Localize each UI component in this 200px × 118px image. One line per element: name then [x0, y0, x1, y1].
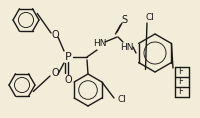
- Text: Cl: Cl: [146, 13, 155, 23]
- Text: O: O: [51, 30, 59, 40]
- Text: O: O: [64, 75, 72, 85]
- Text: HN: HN: [120, 42, 134, 51]
- Text: O: O: [51, 68, 59, 78]
- Text: S: S: [121, 15, 127, 25]
- Text: P: P: [65, 52, 71, 62]
- Text: F: F: [179, 67, 183, 76]
- Text: F: F: [179, 78, 183, 86]
- Text: HN: HN: [93, 38, 107, 48]
- Text: F: F: [179, 88, 183, 97]
- Text: Cl: Cl: [117, 95, 126, 105]
